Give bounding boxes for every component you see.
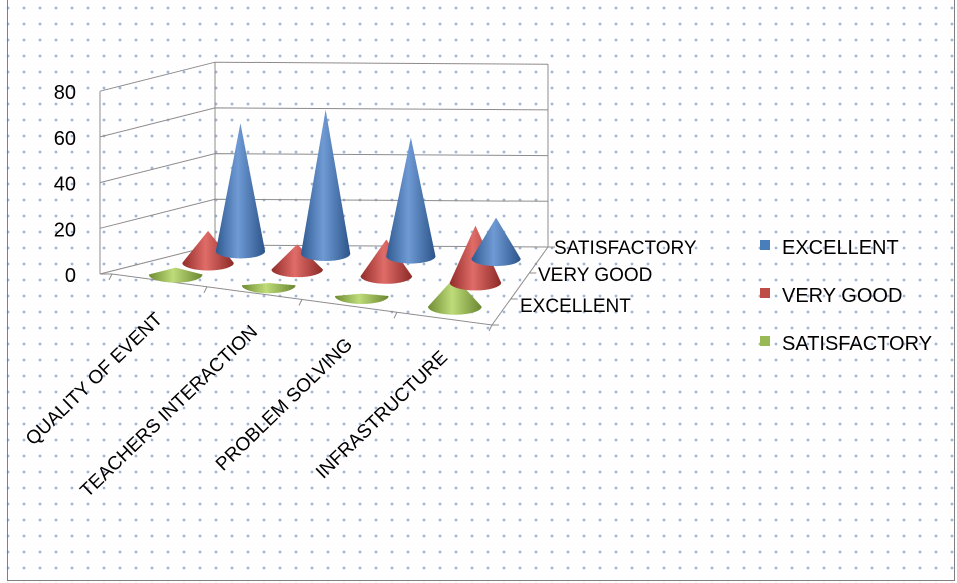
y-tick-label-0: 0 [65,265,76,287]
cone-satisfactory [334,293,389,304]
legend-swatch [760,336,770,346]
cone-body [215,123,266,259]
cone-body [386,137,436,264]
cone-body [471,217,521,267]
cone-satisfactory [241,282,296,294]
cone-satisfactory [427,276,482,315]
category-label: TEACHERS INTERACTION [77,322,262,502]
cone-excellent [386,137,436,264]
legend-swatch [760,240,770,250]
cone-very-good [271,244,323,278]
gridline-80 [99,61,549,92]
legend: EXCELLENT VERY GOOD SATISFACTORY [760,237,932,355]
cone-body [334,293,389,304]
cone-body [241,282,296,294]
y-tick-label-40: 40 [54,174,76,196]
cone-body [301,109,351,262]
cone-satisfactory [148,267,203,283]
chart-grid [99,61,549,275]
cone-body [148,267,203,283]
cone-body [271,244,323,278]
cone-excellent [215,123,266,259]
cone-body [427,276,482,315]
category-tick [108,273,113,281]
chart-axes [99,91,555,332]
cone-very-good [182,230,234,271]
chart-marks [148,109,521,315]
legend-label: VERY GOOD [782,285,902,307]
y-tick-label-80: 80 [54,82,76,104]
y-tick-label-20: 20 [54,219,76,241]
legend-label: EXCELLENT [782,237,899,259]
depth-label: EXCELLENT [520,296,631,317]
legend-swatch [760,288,770,298]
legend-label: SATISFACTORY [782,333,932,355]
y-tick-label-60: 60 [54,128,76,150]
cone-excellent [471,217,521,267]
category-tick [203,286,208,293]
cone-excellent [301,109,351,262]
depth-label: SATISFACTORY [554,238,697,259]
cone-very-good [360,239,413,284]
cone-body [182,230,234,271]
cone-body [360,239,413,284]
category-tick [298,299,303,306]
category-tick [488,324,493,332]
depth-label: VERY GOOD [538,265,652,286]
category-tick [393,312,398,319]
